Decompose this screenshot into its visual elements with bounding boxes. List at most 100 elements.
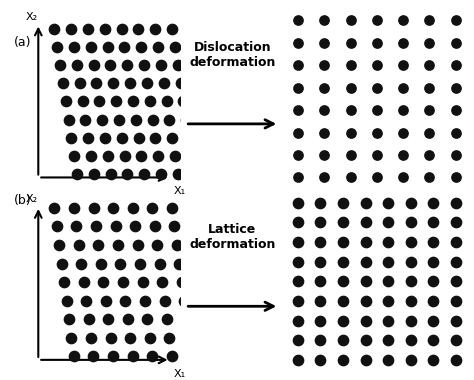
Text: Dislocation
deformation: Dislocation deformation [189,41,275,68]
Point [127,335,134,341]
Point [294,84,301,90]
Point [294,107,301,113]
Point [294,357,301,363]
Point [407,239,414,245]
Point [180,98,187,104]
Point [384,258,392,264]
Text: Lattice
deformation: Lattice deformation [189,223,275,251]
Point [373,17,381,23]
Point [168,26,176,32]
Point [55,242,63,248]
Point [67,135,75,141]
Point [317,318,324,324]
Point [346,174,354,180]
Point [452,107,459,113]
Point [320,174,328,180]
Point [339,219,347,225]
Point [294,337,301,343]
Point [294,62,301,68]
Point [168,353,175,359]
Point [294,239,301,245]
Point [114,242,122,248]
Point [173,242,181,248]
Text: (a): (a) [14,36,32,49]
Point [146,98,154,104]
Point [452,318,459,324]
Point [70,153,78,159]
Point [373,84,381,90]
Point [134,242,141,248]
Point [407,318,414,324]
Point [95,242,102,248]
Point [384,219,392,225]
Point [62,98,70,104]
Point [373,130,381,136]
Point [177,80,184,86]
Point [426,174,433,180]
Point [109,353,117,359]
Point [70,44,78,50]
Point [158,279,166,285]
Point [65,316,73,322]
Point [121,44,128,50]
Point [317,258,324,264]
Point [137,260,144,266]
Point [339,318,347,324]
Point [452,84,459,90]
Point [129,98,137,104]
Text: X₁: X₁ [173,186,186,196]
Point [115,117,123,123]
Point [126,80,134,86]
Point [452,17,459,23]
Point [67,26,75,32]
Point [346,130,354,136]
Point [384,298,392,304]
Point [399,40,407,46]
Point [373,152,381,158]
Point [452,278,459,284]
Point [339,258,347,264]
Point [118,135,126,141]
Point [429,278,437,284]
Point [384,357,392,363]
Point [121,298,129,304]
Point [407,298,414,304]
Point [178,279,185,285]
Point [152,26,159,32]
Point [185,335,193,341]
Point [151,223,159,230]
Point [373,62,381,68]
Point [373,40,381,46]
Point [98,117,106,123]
Point [182,117,190,123]
Point [399,130,407,136]
Point [132,117,139,123]
Point [362,278,369,284]
Point [317,357,324,363]
Point [51,205,58,211]
Point [100,279,107,285]
Point [60,279,68,285]
Point [102,298,109,304]
Point [407,219,414,225]
Point [426,84,433,90]
Point [191,171,199,177]
Point [294,17,301,23]
Point [407,200,414,206]
Point [429,258,437,264]
Point [362,357,369,363]
Point [65,117,73,123]
Point [87,335,95,341]
Point [154,242,161,248]
Point [144,316,151,322]
Point [373,107,381,113]
Point [426,62,433,68]
Point [73,62,81,68]
Point [84,26,92,32]
Point [129,205,137,211]
Point [399,84,407,90]
Point [90,171,98,177]
Text: Atom: Atom [85,0,130,1]
Text: X₂: X₂ [26,194,38,204]
Point [452,174,459,180]
